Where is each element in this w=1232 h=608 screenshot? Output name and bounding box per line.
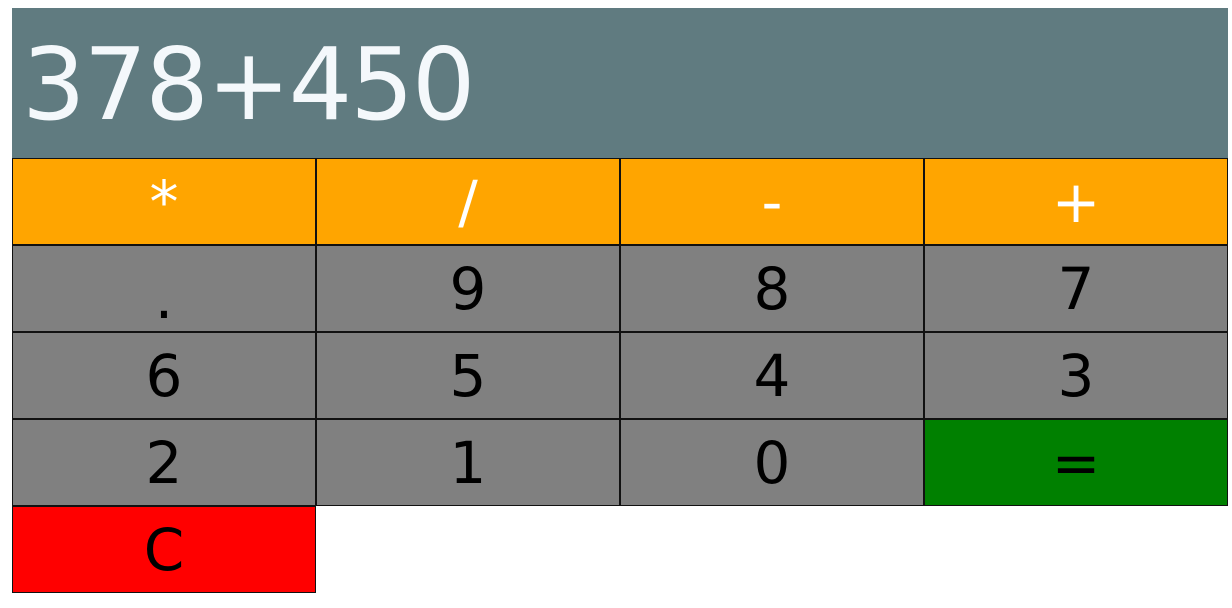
digit-0-button[interactable]: 0 [620,419,924,506]
digit-5-button[interactable]: 5 [316,332,620,419]
digit-1-button[interactable]: 1 [316,419,620,506]
equals-button[interactable]: = [924,419,1228,506]
decimal-button[interactable]: . [12,245,316,332]
calculator-display: 378+450 [12,8,1228,158]
divide-button[interactable]: / [316,158,620,245]
multiply-button[interactable]: * [12,158,316,245]
subtract-button[interactable]: - [620,158,924,245]
digit-8-button[interactable]: 8 [620,245,924,332]
add-button[interactable]: + [924,158,1228,245]
digit-3-button[interactable]: 3 [924,332,1228,419]
digit-2-button[interactable]: 2 [12,419,316,506]
digit-6-button[interactable]: 6 [12,332,316,419]
digit-9-button[interactable]: 9 [316,245,620,332]
digit-4-button[interactable]: 4 [620,332,924,419]
digit-7-button[interactable]: 7 [924,245,1228,332]
clear-button[interactable]: C [12,506,316,593]
display-expression: 378+450 [22,26,476,143]
